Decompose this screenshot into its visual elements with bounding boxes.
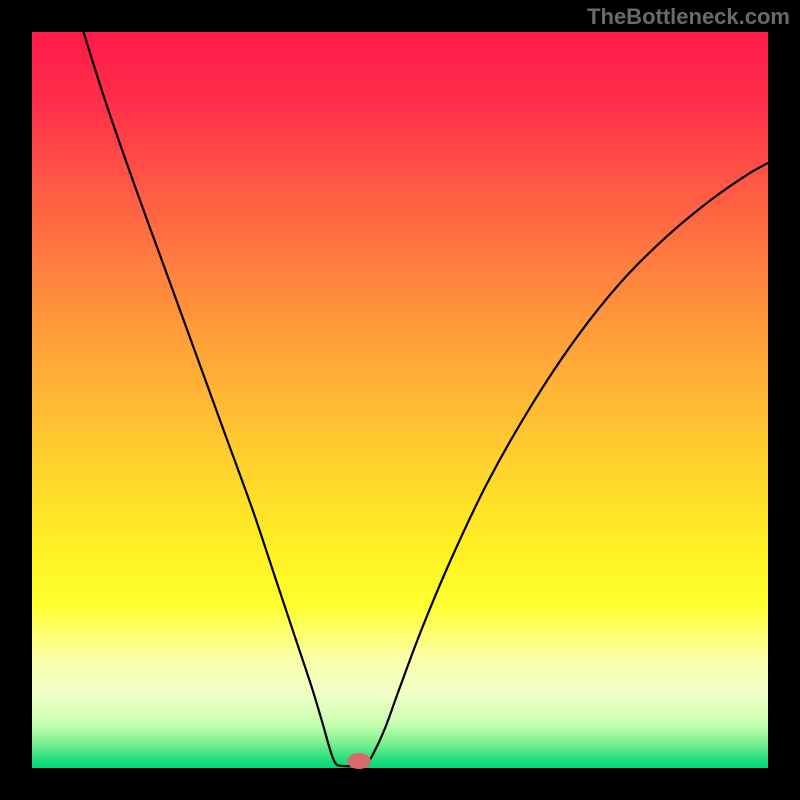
bottleneck-curve	[32, 32, 768, 768]
chart-container: TheBottleneck.com	[0, 0, 800, 800]
plot-area	[32, 32, 768, 768]
optimum-marker	[347, 753, 371, 769]
watermark-text: TheBottleneck.com	[587, 4, 790, 30]
